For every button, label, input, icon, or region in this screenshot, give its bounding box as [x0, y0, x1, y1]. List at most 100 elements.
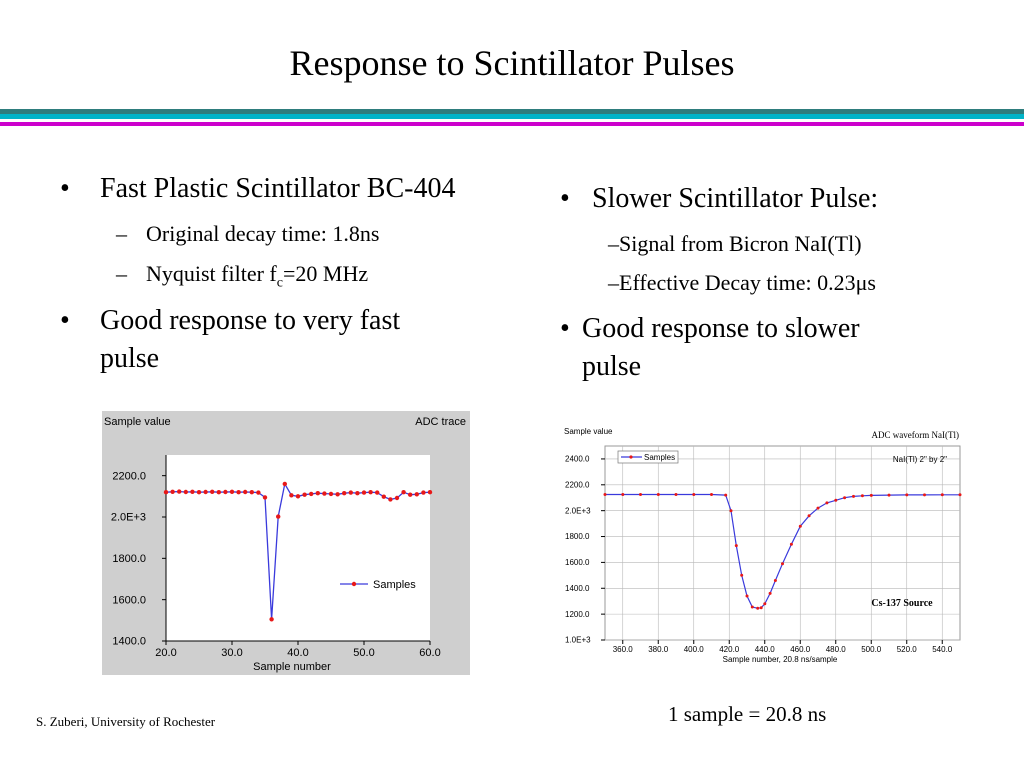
data-point — [229, 489, 235, 494]
x-axis-label: Sample number — [253, 661, 331, 673]
chart-title: ADC trace — [415, 416, 466, 428]
data-point — [692, 493, 696, 496]
left-sub-1-text: Original decay time: 1.8ns — [146, 221, 380, 246]
y-tick-label: 1400.0 — [112, 636, 146, 648]
header-rule-magenta — [0, 122, 1024, 126]
data-point — [361, 490, 367, 495]
data-point — [375, 490, 380, 495]
chart-title: ADC waveform NaI(Tl) — [872, 430, 959, 440]
left-bullet-1-text: Fast Plastic Scintillator BC-404 — [100, 173, 456, 204]
x-tick-label: 50.0 — [353, 647, 374, 659]
x-tick-label: 540.0 — [932, 645, 953, 654]
y-tick-label: 1800.0 — [112, 553, 146, 565]
dash-mark: – — [116, 261, 127, 286]
data-point — [750, 605, 754, 609]
data-point — [196, 490, 202, 495]
data-point — [825, 501, 829, 505]
data-point — [243, 489, 248, 495]
nyquist-sub: c — [276, 275, 283, 291]
y-tick-label: 2200.0 — [565, 480, 590, 489]
data-point — [388, 497, 393, 502]
data-point — [656, 493, 660, 496]
data-point — [210, 489, 215, 494]
x-tick-label: 500.0 — [861, 645, 882, 654]
y-axis-label: Sample value — [564, 427, 613, 436]
data-point — [394, 495, 400, 501]
data-point — [674, 493, 678, 496]
right-bullet-2-line1: Good response to slower — [582, 313, 860, 344]
data-point — [335, 492, 340, 497]
legend-entry-samples: Samples — [644, 453, 675, 462]
data-point — [203, 489, 208, 495]
data-point — [843, 496, 847, 500]
y-tick-label: 2200.0 — [112, 470, 146, 482]
data-point — [887, 493, 891, 497]
data-point — [262, 495, 268, 500]
adc-waveform-chart: Sample value ADC waveform NaI(Tl) NaI(Tl… — [562, 424, 962, 664]
header-rule-cyan — [0, 114, 1024, 119]
x-tick-label: 30.0 — [221, 647, 242, 659]
right-sub-1: –Signal from Bicron NaI(Tl) — [608, 229, 1008, 259]
data-point — [249, 490, 254, 495]
data-point — [256, 490, 261, 495]
y-tick-label: 1400.0 — [565, 584, 590, 593]
legend: Samples — [617, 450, 679, 464]
header-rule-teal — [0, 109, 1024, 114]
x-tick-label: 460.0 — [790, 645, 811, 654]
y-tick-label: 1.0E+3 — [565, 636, 591, 645]
data-point — [328, 491, 334, 497]
y-tick-label: 2.0E+3 — [111, 512, 146, 524]
series-line-samples — [605, 493, 960, 609]
right-sub-2: –Effective Decay time: 0.23μs — [608, 268, 1008, 298]
data-point — [768, 591, 772, 595]
data-point — [302, 492, 307, 497]
data-point — [781, 562, 784, 566]
right-bullet-1-text: Slower Scintillator Pulse: — [592, 183, 879, 214]
data-point — [414, 492, 419, 497]
data-point — [621, 493, 625, 496]
data-point — [315, 491, 320, 496]
y-axis-label: Sample value — [104, 416, 171, 428]
data-point — [869, 493, 873, 497]
data-point — [170, 489, 175, 494]
data-point — [834, 498, 838, 502]
data-point — [958, 493, 962, 497]
x-tick-label: 380.0 — [648, 645, 669, 654]
data-point — [603, 493, 607, 496]
data-point — [940, 493, 944, 497]
data-point — [236, 490, 241, 495]
data-point — [710, 493, 713, 496]
left-bullet-2-line1: Good response to very fast — [100, 305, 401, 336]
legend-entry-samples: Samples — [373, 579, 416, 591]
legend-marker — [351, 581, 357, 587]
data-point — [639, 493, 642, 496]
data-point — [807, 514, 811, 518]
sample-note: 1 sample = 20.8 ns — [668, 702, 827, 726]
y-tick-label: 1800.0 — [565, 532, 590, 541]
y-tick-label: 1600.0 — [565, 558, 590, 567]
data-point — [348, 490, 353, 495]
data-point — [905, 493, 909, 497]
data-point — [269, 617, 274, 622]
data-point — [729, 509, 733, 513]
data-point — [177, 489, 182, 494]
data-point — [223, 489, 228, 495]
data-point — [295, 494, 301, 499]
x-tick-label: 520.0 — [897, 645, 918, 654]
data-point — [759, 606, 763, 610]
data-point — [427, 490, 433, 495]
y-tick-label: 2.0E+3 — [565, 506, 591, 515]
data-point — [216, 490, 221, 495]
data-point — [763, 602, 767, 606]
data-point — [740, 573, 744, 577]
data-point — [852, 494, 855, 498]
data-point — [342, 491, 347, 496]
data-point — [190, 489, 195, 494]
dash-mark: – — [116, 221, 127, 246]
data-point — [923, 493, 926, 497]
slide-title: Response to Scintillator Pulses — [289, 43, 735, 83]
data-point — [734, 544, 738, 548]
x-tick-label: 40.0 — [287, 647, 308, 659]
data-point — [745, 594, 749, 598]
left-sub-2-text: Nyquist filter fc=20 MHz — [146, 259, 368, 298]
